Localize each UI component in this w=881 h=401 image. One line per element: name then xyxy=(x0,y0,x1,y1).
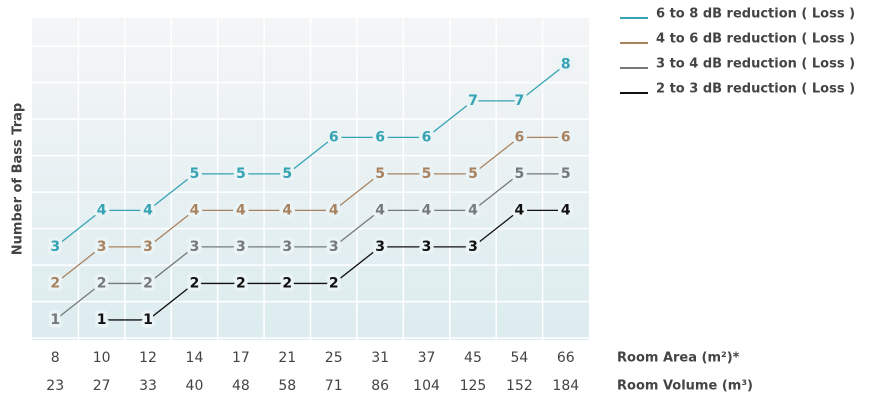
x-tick-label: 12 xyxy=(139,350,157,366)
x-tick-label: 37 xyxy=(418,350,436,366)
x2-tick-label: 27 xyxy=(93,378,111,394)
data-label: 4 xyxy=(375,202,385,218)
x-tick-label: 14 xyxy=(186,350,204,366)
data-label: 4 xyxy=(515,202,525,218)
data-label: 3 xyxy=(422,239,432,255)
data-label: 4 xyxy=(236,202,246,218)
data-label: 3 xyxy=(329,239,339,255)
series-line xyxy=(54,136,566,284)
data-label: 1 xyxy=(97,312,107,328)
data-label: 2 xyxy=(329,275,339,291)
x-tick-label: 25 xyxy=(325,350,343,366)
data-label: 2 xyxy=(236,275,246,291)
data-label: 2 xyxy=(97,275,107,291)
data-label: 6 xyxy=(329,129,339,145)
data-label: 5 xyxy=(190,166,200,182)
data-label: 3 xyxy=(236,239,246,255)
data-label: 2 xyxy=(50,275,60,291)
data-label: 3 xyxy=(282,239,292,255)
data-label: 7 xyxy=(468,93,478,109)
legend-label: 3 to 4 dB reduction ( Loss ) xyxy=(656,57,855,72)
x2-tick-label: 104 xyxy=(413,378,440,394)
x2-tick-label: 152 xyxy=(506,378,533,394)
data-label: 5 xyxy=(561,166,571,182)
series-line xyxy=(101,209,566,321)
data-label: 5 xyxy=(515,166,525,182)
x-tick-label: 66 xyxy=(557,350,575,366)
data-label: 5 xyxy=(236,166,246,182)
data-label: 5 xyxy=(375,166,385,182)
data-label: 4 xyxy=(190,202,200,218)
data-label: 4 xyxy=(143,202,153,218)
x-tick-label: 17 xyxy=(232,350,250,366)
x2-tick-label: 58 xyxy=(278,378,296,394)
data-label: 3 xyxy=(375,239,385,255)
x2-axis-label: Room Volume (m³) xyxy=(617,379,753,394)
data-label: 5 xyxy=(468,166,478,182)
data-label: 5 xyxy=(282,166,292,182)
data-label: 4 xyxy=(561,202,571,218)
data-label: 6 xyxy=(422,129,432,145)
x-tick-label: 31 xyxy=(371,350,389,366)
data-label: 8 xyxy=(561,56,571,72)
x-tick-label: 54 xyxy=(510,350,528,366)
x2-tick-label: 71 xyxy=(325,378,343,394)
x-tick-label: 10 xyxy=(93,350,111,366)
x2-tick-label: 33 xyxy=(139,378,157,394)
data-label: 6 xyxy=(515,129,525,145)
y-axis-label: Number of Bass Trap xyxy=(11,103,26,255)
x-tick-label: 21 xyxy=(278,350,296,366)
legend-label: 4 to 6 dB reduction ( Loss ) xyxy=(656,32,855,47)
data-label: 1 xyxy=(143,312,153,328)
data-label: 7 xyxy=(515,93,525,109)
data-label: 4 xyxy=(468,202,478,218)
data-label: 1 xyxy=(50,312,60,328)
data-label: 4 xyxy=(282,202,292,218)
data-label: 6 xyxy=(375,129,385,145)
data-label: 2 xyxy=(190,275,200,291)
data-label: 4 xyxy=(97,202,107,218)
x2-tick-label: 184 xyxy=(552,378,579,394)
x2-tick-label: 125 xyxy=(460,378,487,394)
data-label: 3 xyxy=(143,239,153,255)
series-line xyxy=(54,63,567,248)
x-tick-label: 45 xyxy=(464,350,482,366)
data-label: 2 xyxy=(282,275,292,291)
x2-tick-label: 48 xyxy=(232,378,250,394)
data-label: 4 xyxy=(422,202,432,218)
data-label: 6 xyxy=(561,129,571,145)
data-label: 3 xyxy=(468,239,478,255)
data-label: 3 xyxy=(50,239,60,255)
x-tick-label: 8 xyxy=(51,350,60,366)
data-label: 2 xyxy=(143,275,153,291)
data-label: 3 xyxy=(190,239,200,255)
x2-tick-label: 23 xyxy=(46,378,64,394)
series-line xyxy=(54,173,566,321)
x-axis-label: Room Area (m²)* xyxy=(617,351,740,366)
x2-tick-label: 40 xyxy=(186,378,204,394)
data-label: 3 xyxy=(97,239,107,255)
x2-tick-label: 86 xyxy=(371,378,389,394)
legend-label: 6 to 8 dB reduction ( Loss ) xyxy=(656,7,855,22)
legend-label: 2 to 3 dB reduction ( Loss ) xyxy=(656,82,855,97)
data-label: 5 xyxy=(422,166,432,182)
data-label: 4 xyxy=(329,202,339,218)
